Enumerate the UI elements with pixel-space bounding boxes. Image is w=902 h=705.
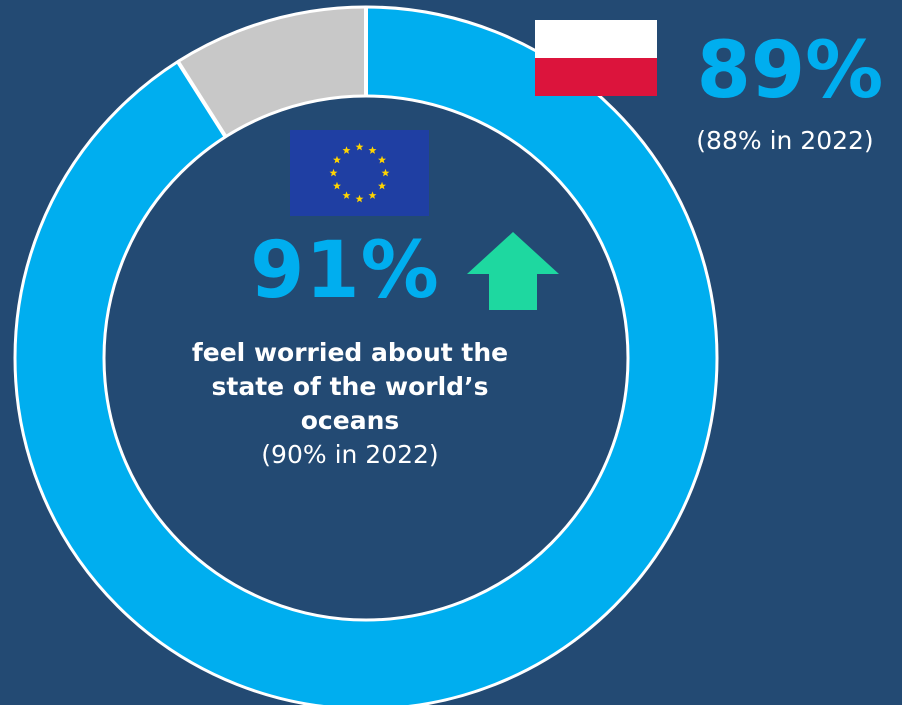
eu-star [355,194,364,203]
poland-flag-icon [535,20,657,96]
eu-previous-value: (90% in 2022) [261,440,439,469]
eu-description: feel worried about the state of the worl… [140,336,560,472]
description-line-3: oceans [300,406,400,435]
eu-star [342,146,351,154]
eu-star [332,155,341,164]
country-previous-value: (88% in 2022) [696,126,874,155]
up-arrow-icon [467,232,559,310]
eu-percentage: 91% [250,226,440,316]
eu-star [378,155,387,164]
eu-star [368,191,377,199]
description-line-2: state of the world’s [211,372,489,401]
inner-ring [102,94,630,622]
eu-star [381,168,390,177]
slice-divider-1 [176,60,228,138]
eu-star [332,181,341,190]
eu-star [342,191,351,199]
country-percentage: 89% [696,26,884,116]
description-line-1: feel worried about the [191,338,509,367]
eu-star [329,168,338,177]
outer-ring [13,5,719,705]
eu-flag-icon [290,130,429,216]
eu-star [355,142,364,151]
eu-star [378,181,387,190]
eu-star [368,146,377,154]
donut-slice-1 [177,7,366,137]
